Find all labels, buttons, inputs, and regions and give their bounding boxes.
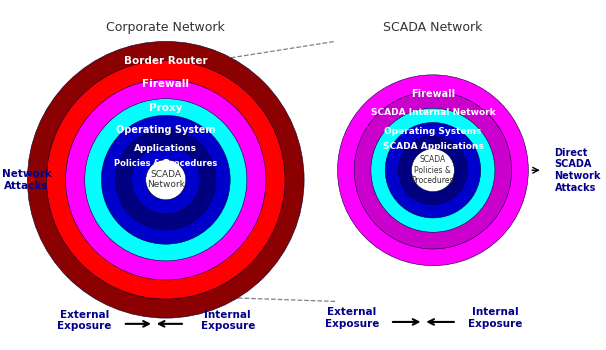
Circle shape	[101, 116, 230, 244]
Text: Internal
Exposure: Internal Exposure	[468, 307, 522, 329]
Text: Border Router: Border Router	[124, 56, 208, 65]
Circle shape	[338, 75, 528, 266]
Text: SCADA Applications: SCADA Applications	[382, 142, 484, 151]
Text: Operating System: Operating System	[116, 125, 216, 135]
Circle shape	[132, 145, 200, 214]
Text: Applications: Applications	[135, 144, 198, 153]
Circle shape	[116, 130, 216, 230]
Text: Internal
Exposure: Internal Exposure	[201, 310, 255, 331]
Text: SCADA Network: SCADA Network	[383, 21, 482, 34]
Circle shape	[411, 149, 454, 192]
Circle shape	[27, 41, 304, 318]
Circle shape	[85, 99, 247, 261]
Circle shape	[145, 160, 186, 200]
Text: Operating Systems: Operating Systems	[384, 127, 482, 135]
Circle shape	[65, 79, 266, 280]
Text: External
Exposure: External Exposure	[58, 310, 112, 331]
Text: Network
Attacks: Network Attacks	[2, 169, 52, 190]
Circle shape	[385, 122, 481, 218]
Text: Firewall: Firewall	[411, 89, 455, 99]
Text: Corporate Network: Corporate Network	[107, 21, 225, 34]
Text: Policies & Procedures: Policies & Procedures	[114, 159, 218, 168]
Circle shape	[399, 136, 467, 205]
Text: SCADA
Network: SCADA Network	[147, 170, 185, 189]
Text: Proxy: Proxy	[149, 103, 182, 113]
Text: SCADA Internal Network: SCADA Internal Network	[371, 108, 495, 118]
Text: SCADA
Policies &
Procedures: SCADA Policies & Procedures	[411, 155, 454, 185]
Circle shape	[354, 91, 511, 249]
Circle shape	[371, 108, 495, 232]
Text: Direct
SCADA
Network
Attacks: Direct SCADA Network Attacks	[554, 148, 601, 192]
Text: Firewall: Firewall	[142, 79, 189, 89]
Circle shape	[47, 61, 285, 299]
Text: External
Exposure: External Exposure	[325, 307, 379, 329]
